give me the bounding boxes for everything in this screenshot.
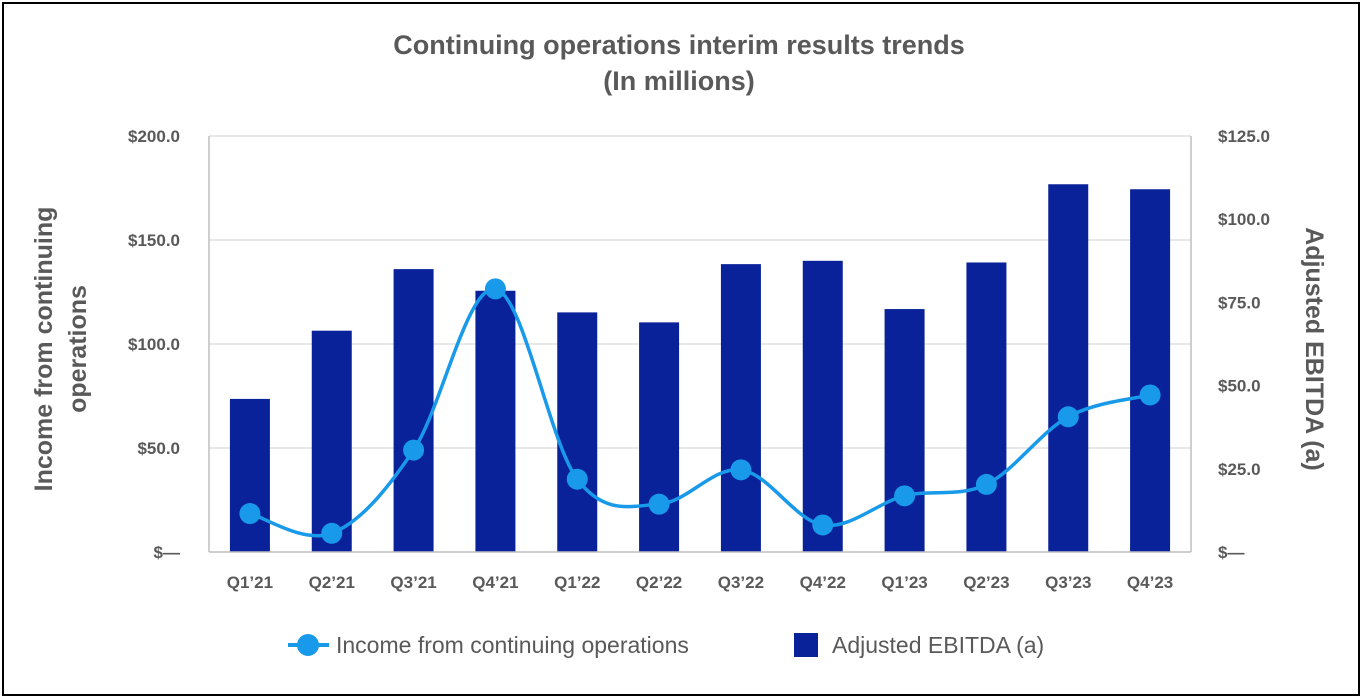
right-tick-label: $50.0 bbox=[1218, 377, 1261, 396]
x-tick-label: Q2’21 bbox=[309, 573, 355, 592]
bar-7 bbox=[720, 264, 761, 552]
left-axis-ticks: $— $50.0 $100.0 $150.0 $200.0 bbox=[128, 127, 180, 562]
chart-title-line2: (In millions) bbox=[603, 66, 755, 96]
x-tick-label: Q1’21 bbox=[227, 573, 273, 592]
bar-5 bbox=[557, 312, 598, 552]
income-line bbox=[249, 287, 1151, 538]
bar-series bbox=[229, 184, 1171, 553]
left-axis-label-line1: Income from continuing bbox=[30, 207, 58, 492]
x-tick-label: Q4’23 bbox=[1127, 573, 1173, 592]
left-axis-label: Income from continuing operations bbox=[30, 207, 92, 492]
right-axis-label: Adjusted EBITDA (a) bbox=[1300, 227, 1328, 471]
right-tick-label: $— bbox=[1218, 543, 1244, 562]
line-point-5 bbox=[566, 468, 588, 490]
legend-label-income: Income from continuing operations bbox=[336, 632, 689, 658]
bar-8 bbox=[802, 260, 843, 552]
line-point-2 bbox=[321, 522, 343, 544]
line-point-7 bbox=[730, 459, 752, 481]
bar-2 bbox=[311, 330, 352, 552]
legend-marker-swatch bbox=[297, 634, 319, 656]
line-series bbox=[239, 278, 1161, 544]
bar-3 bbox=[393, 269, 434, 552]
bar-10 bbox=[966, 262, 1007, 552]
x-tick-label: Q1’22 bbox=[554, 573, 600, 592]
line-point-3 bbox=[403, 439, 425, 461]
x-tick-label: Q1’23 bbox=[881, 573, 927, 592]
left-tick-label: $— bbox=[154, 543, 180, 562]
legend-label-ebitda: Adjusted EBITDA (a) bbox=[832, 632, 1044, 658]
x-tick-label: Q3’22 bbox=[718, 573, 764, 592]
x-tick-label: Q2’22 bbox=[636, 573, 682, 592]
bar-11 bbox=[1048, 184, 1089, 553]
bar-12 bbox=[1130, 189, 1171, 553]
x-tick-label: Q3’23 bbox=[1045, 573, 1091, 592]
right-tick-label: $25.0 bbox=[1218, 460, 1261, 479]
line-point-9 bbox=[894, 485, 916, 507]
line-point-4 bbox=[484, 278, 506, 300]
gridlines bbox=[209, 135, 1191, 449]
line-point-10 bbox=[975, 473, 997, 495]
bar-6 bbox=[639, 322, 680, 552]
chart: Continuing operations interim results tr… bbox=[30, 30, 1328, 658]
x-tick-label: Q2’23 bbox=[963, 573, 1009, 592]
right-axis-label-text: Adjusted EBITDA (a) bbox=[1300, 227, 1328, 471]
right-axis-ticks: $— $25.0 $50.0 $75.0 $100.0 $125.0 bbox=[1218, 127, 1270, 562]
axes bbox=[208, 136, 1192, 553]
right-tick-label: $100.0 bbox=[1218, 210, 1270, 229]
left-axis-label-line2: operations bbox=[64, 285, 92, 413]
line-point-6 bbox=[648, 493, 670, 515]
x-tick-label: Q4’21 bbox=[472, 573, 518, 592]
left-tick-label: $150.0 bbox=[128, 231, 180, 250]
right-tick-label: $125.0 bbox=[1218, 127, 1270, 146]
x-tick-label: Q4’22 bbox=[800, 573, 846, 592]
chart-title-line1: Continuing operations interim results tr… bbox=[393, 30, 965, 60]
line-point-8 bbox=[812, 514, 834, 536]
left-tick-label: $50.0 bbox=[137, 439, 180, 458]
legend-bar-swatch bbox=[794, 633, 818, 657]
left-tick-label: $100.0 bbox=[128, 335, 180, 354]
x-axis-ticks: Q1’21 Q2’21 Q3’21 Q4’21 Q1’22 Q2’22 Q3’22 Q4’22… bbox=[227, 573, 1173, 592]
line-point-11 bbox=[1057, 406, 1079, 428]
bar-4 bbox=[475, 290, 516, 552]
x-tick-label: Q3’21 bbox=[390, 573, 436, 592]
legend: Income from continuing operations Adjust… bbox=[288, 632, 1044, 658]
bar-9 bbox=[884, 309, 925, 552]
line-point-1 bbox=[239, 503, 261, 525]
left-tick-label: $200.0 bbox=[128, 127, 180, 146]
right-tick-label: $75.0 bbox=[1218, 293, 1261, 312]
bar-1 bbox=[229, 398, 270, 552]
line-point-12 bbox=[1139, 384, 1161, 406]
